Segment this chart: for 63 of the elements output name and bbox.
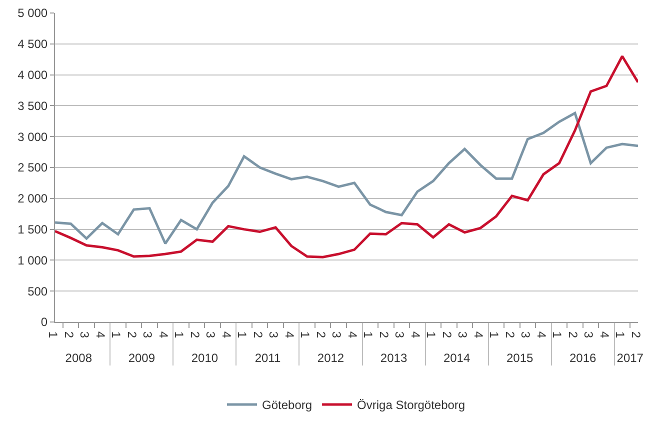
- text: 2009: [128, 351, 156, 365]
- x-tick-label: 3: [140, 331, 155, 338]
- line-series: [55, 55, 638, 258]
- x-tick-label: 3: [582, 331, 596, 338]
- x-tick-label: 1: [298, 331, 312, 338]
- text: 2013: [380, 351, 408, 365]
- x-tick-label: 2: [314, 331, 328, 338]
- x-tick-label: 3: [78, 331, 92, 338]
- text: 2012: [317, 351, 344, 365]
- y-tick-label: 4 500: [18, 37, 48, 52]
- y-tick-label: 1 000: [18, 253, 48, 268]
- y-tick-label: 3 000: [18, 130, 48, 144]
- x-tick-label: 1: [109, 331, 124, 338]
- x-tick-label: 4: [156, 331, 170, 338]
- x-tick-label: 1: [550, 331, 564, 338]
- y-tick-label: 2 000: [18, 192, 48, 206]
- x-tick-label: 1: [361, 331, 376, 338]
- x-tick-label: 4: [219, 331, 234, 338]
- text: 2016: [570, 351, 597, 365]
- x-tick-label: 4: [282, 331, 296, 338]
- x-tick-label: 4: [534, 331, 548, 338]
- y-tick-label: 4 000: [18, 68, 48, 82]
- x-tick-label: 2: [440, 331, 454, 338]
- x-tick-label: 3: [330, 331, 344, 338]
- y-tick-label: 5 000: [18, 6, 48, 20]
- x-tick-label: 4: [345, 331, 360, 338]
- x-tick-label: 4: [597, 331, 612, 338]
- x-tick-label: 1: [424, 331, 438, 338]
- text: 2010: [191, 351, 218, 365]
- x-tick-label: 2: [566, 331, 580, 338]
- x-tick-label: 2: [629, 331, 643, 338]
- y-tick-label: 3 500: [18, 98, 48, 113]
- x-tick-label: 2: [250, 331, 265, 338]
- x-tick-label: 1: [613, 331, 628, 338]
- legend-label: Övriga Storgöteborg: [357, 398, 466, 412]
- x-tick-label: 3: [204, 331, 218, 338]
- text: 2014: [443, 351, 470, 365]
- legend-label: Göteborg: [262, 398, 312, 412]
- x-tick-label: 3: [456, 331, 470, 338]
- x-tick-label: 2: [124, 331, 139, 338]
- x-tick-label: 3: [518, 331, 533, 338]
- x-tick-label: 2: [376, 331, 391, 338]
- x-tick-label: 3: [266, 331, 281, 338]
- x-tick-label: 1: [487, 331, 502, 338]
- x-tick-label: 4: [93, 331, 108, 338]
- x-tick-label: 2: [62, 331, 76, 338]
- x-tick-label: 1: [235, 331, 250, 338]
- x-tick-label: 2: [188, 331, 202, 338]
- y-tick-label: 500: [28, 284, 48, 298]
- text: 2017: [616, 351, 644, 365]
- x-tick-label: 2: [502, 331, 517, 338]
- x-tick-label: 1: [46, 331, 60, 338]
- y-tick-label: 1 500: [18, 222, 48, 236]
- x-tick-label: 3: [392, 331, 407, 338]
- line-series: [55, 112, 638, 245]
- x-tick-label: 4: [471, 331, 486, 338]
- text: 2008: [65, 351, 92, 365]
- x-tick-label: 4: [408, 331, 422, 338]
- y-tick-label: 0: [40, 315, 48, 330]
- text: 2015: [506, 351, 534, 365]
- x-tick-label: 1: [172, 331, 186, 338]
- text: 2011: [254, 351, 281, 365]
- y-tick-label: 2 500: [18, 160, 48, 175]
